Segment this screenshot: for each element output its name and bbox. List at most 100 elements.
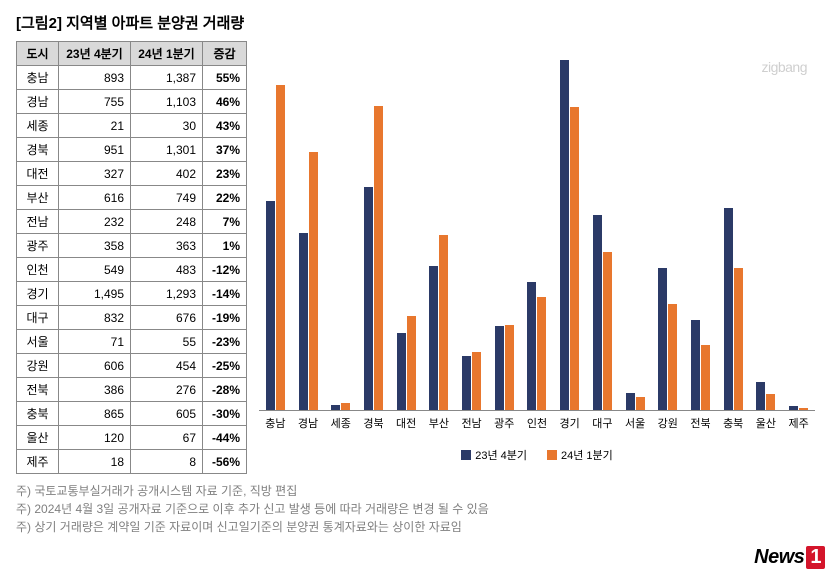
table-row: 제주188-56%	[17, 450, 247, 474]
cell-q1: 67	[131, 426, 203, 450]
bar	[603, 252, 612, 410]
cell-q1: 605	[131, 402, 203, 426]
x-axis-label: 경기	[553, 415, 586, 431]
x-axis-label: 전남	[455, 415, 488, 431]
table-row: 부산61674922%	[17, 186, 247, 210]
table-row: 서울7155-23%	[17, 330, 247, 354]
cell-q4: 606	[59, 354, 131, 378]
bar	[331, 405, 340, 410]
bar	[276, 85, 285, 410]
cell-chg: 37%	[203, 138, 247, 162]
cell-chg: 23%	[203, 162, 247, 186]
bar	[766, 394, 775, 410]
news1-logo: News1	[754, 546, 825, 569]
table-row: 강원606454-25%	[17, 354, 247, 378]
cell-q4: 71	[59, 330, 131, 354]
cell-q1: 454	[131, 354, 203, 378]
cell-q4: 21	[59, 114, 131, 138]
cell-q4: 1,495	[59, 282, 131, 306]
bar-group	[619, 59, 652, 410]
cell-chg: -56%	[203, 450, 247, 474]
x-axis-label: 서울	[619, 415, 652, 431]
legend-swatch-q4	[461, 450, 471, 460]
bar-group	[684, 59, 717, 410]
x-axis-label: 전북	[684, 415, 717, 431]
table-row: 경북9511,30137%	[17, 138, 247, 162]
cell-city: 충북	[17, 402, 59, 426]
chart-plot-area	[259, 59, 815, 411]
legend-label-q1: 24년 1분기	[561, 447, 613, 463]
cell-q1: 55	[131, 330, 203, 354]
cell-chg: -12%	[203, 258, 247, 282]
legend-item-q1: 24년 1분기	[547, 447, 613, 463]
cell-chg: -28%	[203, 378, 247, 402]
cell-city: 부산	[17, 186, 59, 210]
cell-q4: 832	[59, 306, 131, 330]
news1-one-icon: 1	[806, 546, 825, 569]
cell-q1: 248	[131, 210, 203, 234]
footnote-3: 주) 상기 거래량은 계약일 기준 자료이며 신고일기준의 분양권 통계자료와는…	[16, 518, 823, 536]
table-row: 충북865605-30%	[17, 402, 247, 426]
table-row: 충남8931,38755%	[17, 66, 247, 90]
cell-q4: 865	[59, 402, 131, 426]
cell-city: 광주	[17, 234, 59, 258]
cell-q1: 483	[131, 258, 203, 282]
chart-legend: 23년 4분기 24년 1분기	[251, 447, 823, 463]
bar	[668, 304, 677, 410]
cell-q1: 363	[131, 234, 203, 258]
bar-group	[521, 59, 554, 410]
bar-group	[651, 59, 684, 410]
cell-city: 전북	[17, 378, 59, 402]
cell-chg: 22%	[203, 186, 247, 210]
cell-q1: 276	[131, 378, 203, 402]
cell-q4: 893	[59, 66, 131, 90]
x-axis-label: 충남	[259, 415, 292, 431]
bar	[734, 268, 743, 410]
bar-group	[292, 59, 325, 410]
cell-chg: -25%	[203, 354, 247, 378]
x-axis-label: 대전	[390, 415, 423, 431]
cell-q4: 951	[59, 138, 131, 162]
cell-q4: 358	[59, 234, 131, 258]
table-row: 대구832676-19%	[17, 306, 247, 330]
bar	[505, 325, 514, 410]
bar	[658, 268, 667, 410]
table-row: 전북386276-28%	[17, 378, 247, 402]
legend-item-q4: 23년 4분기	[461, 447, 527, 463]
cell-city: 세종	[17, 114, 59, 138]
bar	[799, 408, 808, 410]
table-row: 경기1,4951,293-14%	[17, 282, 247, 306]
cell-q4: 120	[59, 426, 131, 450]
bar-group	[259, 59, 292, 410]
bar	[429, 266, 438, 410]
cell-city: 제주	[17, 450, 59, 474]
x-axis-label: 광주	[488, 415, 521, 431]
x-axis-label: 강원	[651, 415, 684, 431]
footnote-1: 주) 국토교통부실거래가 공개시스템 자료 기준, 직방 편집	[16, 482, 823, 500]
bar	[691, 320, 700, 410]
x-axis-label: 인천	[521, 415, 554, 431]
cell-city: 대전	[17, 162, 59, 186]
cell-city: 경북	[17, 138, 59, 162]
cell-q1: 8	[131, 450, 203, 474]
table-header-row: 도시 23년 4분기 24년 1분기 증감	[17, 42, 247, 66]
cell-q1: 1,103	[131, 90, 203, 114]
bar-chart: zigbang 충남경남세종경북대전부산전남광주인천경기대구서울강원전북충북울산…	[251, 41, 823, 471]
col-chg-header: 증감	[203, 42, 247, 66]
cell-chg: -19%	[203, 306, 247, 330]
col-q4-header: 23년 4분기	[59, 42, 131, 66]
cell-chg: -14%	[203, 282, 247, 306]
footnotes: 주) 국토교통부실거래가 공개시스템 자료 기준, 직방 편집 주) 2024년…	[16, 482, 823, 536]
bar-group	[553, 59, 586, 410]
content-row: 도시 23년 4분기 24년 1분기 증감 충남8931,38755%경남755…	[16, 41, 823, 474]
bar	[724, 208, 733, 410]
table-row: 경남7551,10346%	[17, 90, 247, 114]
cell-q1: 402	[131, 162, 203, 186]
bar	[309, 152, 318, 410]
bar	[364, 187, 373, 410]
bar-group	[455, 59, 488, 410]
table-row: 인천549483-12%	[17, 258, 247, 282]
cell-chg: -30%	[203, 402, 247, 426]
x-axis-label: 세종	[324, 415, 357, 431]
x-axis-label: 경남	[292, 415, 325, 431]
